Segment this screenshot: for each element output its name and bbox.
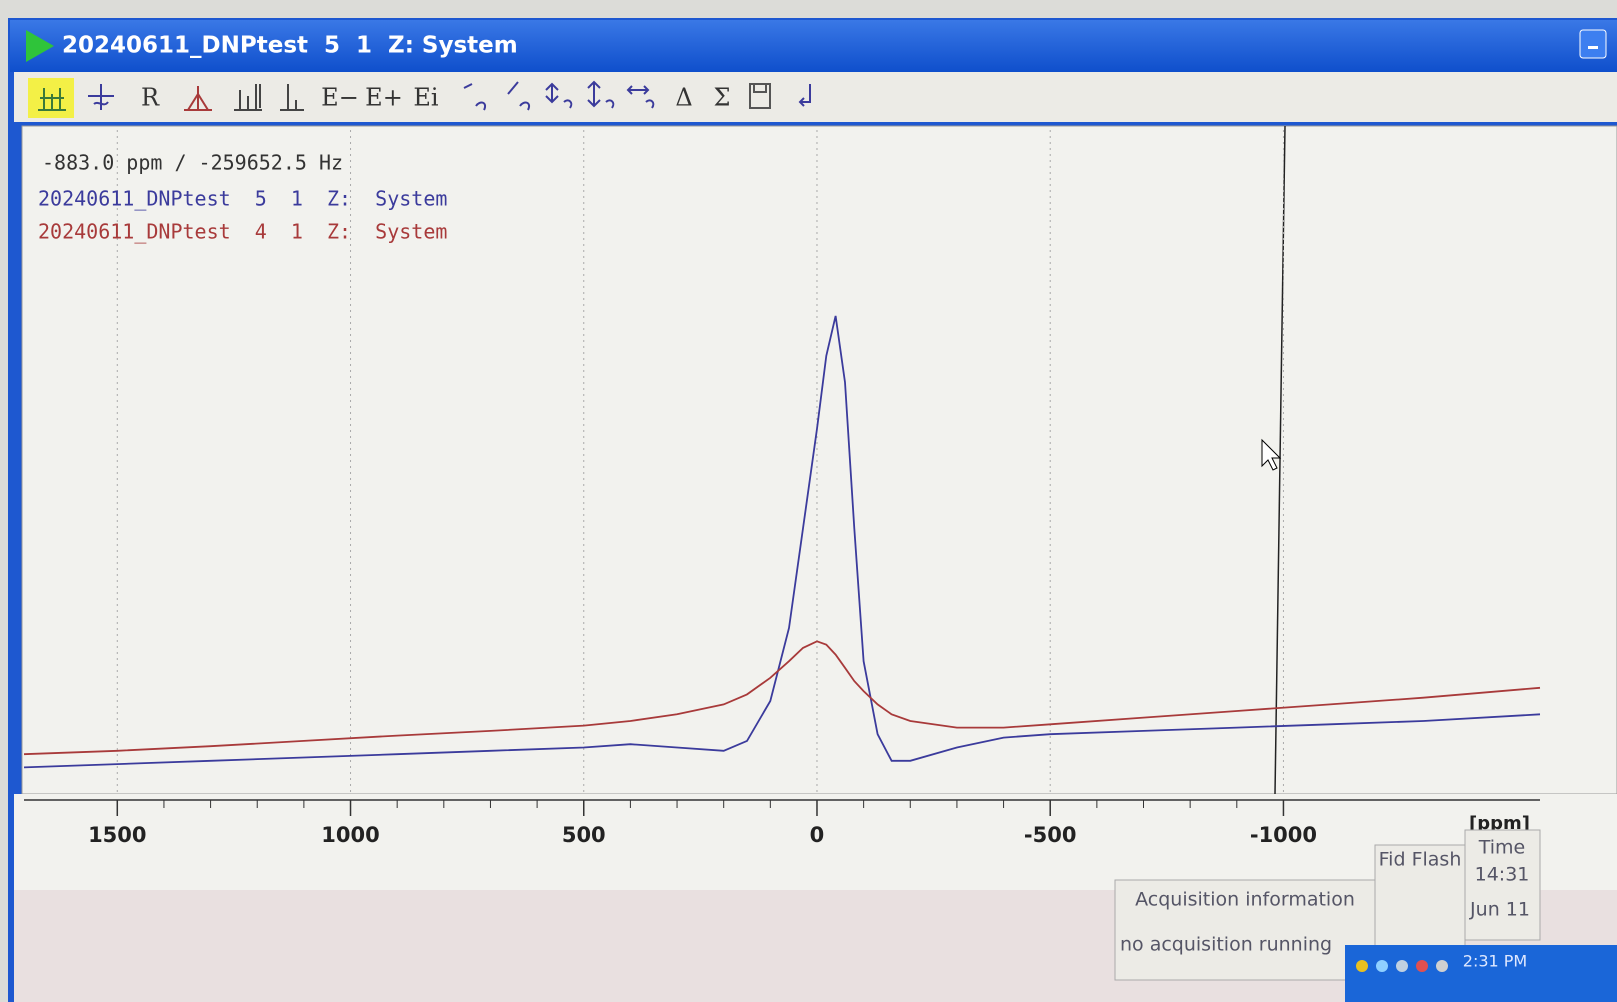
toolbar-button[interactable]: Δ <box>675 84 692 112</box>
acquisition-header: Acquisition information <box>1135 889 1355 911</box>
toolbar-button[interactable] <box>749 83 771 109</box>
toolbar-button[interactable] <box>280 84 304 111</box>
acquisition-panel <box>1114 879 1376 981</box>
minimize-glyph <box>1588 46 1598 49</box>
toolbar-button[interactable]: Ei <box>413 84 439 112</box>
x-tick-label: -1000 <box>1250 823 1317 847</box>
x-axis-label: [ppm] <box>1469 813 1530 834</box>
tray-icon[interactable] <box>1376 960 1388 972</box>
run-icon <box>26 30 54 62</box>
toolbar-button[interactable] <box>463 83 486 111</box>
toolbar-button[interactable]: E− <box>321 84 359 112</box>
toolbar-button[interactable] <box>88 84 114 110</box>
date-value: Jun 11 <box>1469 899 1530 921</box>
time-panel <box>1464 829 1541 941</box>
cursor-line <box>1274 125 1286 795</box>
spectrum-trace <box>23 315 1541 769</box>
tray-icon[interactable] <box>1436 960 1448 972</box>
tray-icon[interactable] <box>1416 960 1428 972</box>
axis-area <box>14 794 1617 890</box>
toolbar-button[interactable] <box>545 82 573 109</box>
x-tick-label: 0 <box>810 823 825 847</box>
title-bar <box>10 20 1617 72</box>
taskbar-clock: 2:31 PM <box>1463 952 1527 971</box>
toolbar-button[interactable] <box>587 80 615 109</box>
x-tick-label: 1500 <box>88 823 146 847</box>
toolbar-button[interactable] <box>234 84 262 111</box>
tray-icon[interactable] <box>1356 960 1368 972</box>
spectrum: 1500 1000 500 0 -500 -1000 [ppm] 20240611_DNPte… <box>23 130 1541 847</box>
toolbar-button[interactable] <box>626 85 655 109</box>
minimize-button[interactable] <box>1579 29 1607 59</box>
taskbar-tray <box>1345 945 1617 1002</box>
x-tick-label: 1000 <box>321 823 379 847</box>
toolbar-button[interactable]: Σ <box>714 84 731 112</box>
toolbar-icons: R E− E+ Ei Δ Σ <box>38 80 811 112</box>
x-tick-label: 500 <box>562 823 606 847</box>
spectrum-trace <box>23 640 1541 756</box>
legend-entry: 20240611_DNPtest 4 1 Z: System <box>38 220 447 244</box>
toolbar-button[interactable] <box>38 88 66 111</box>
toolbar-button[interactable] <box>798 84 811 107</box>
time-value: 14:31 <box>1475 864 1530 886</box>
mouse-pointer <box>1261 438 1282 471</box>
window-title: 20240611_DNPtest 5 1 Z: System <box>62 33 518 59</box>
toolbar-button[interactable]: E+ <box>365 84 403 112</box>
cursor-readout: -883.0 ppm / -259652.5 Hz <box>42 151 343 175</box>
fid-flash-label: Fid Flash <box>1379 849 1462 871</box>
x-tick-label: -500 <box>1024 823 1077 847</box>
acquisition-text: no acquisition running <box>1120 934 1332 956</box>
legend-entry: 20240611_DNPtest 5 1 Z: System <box>38 187 447 211</box>
toolbar-button[interactable] <box>507 81 530 111</box>
plot-area <box>21 125 1617 795</box>
time-header: Time <box>1478 837 1526 859</box>
toolbar <box>14 72 1617 122</box>
toolbar-button[interactable] <box>184 86 212 111</box>
toolbar-button[interactable]: R <box>141 84 160 112</box>
tray-icon[interactable] <box>1396 960 1408 972</box>
